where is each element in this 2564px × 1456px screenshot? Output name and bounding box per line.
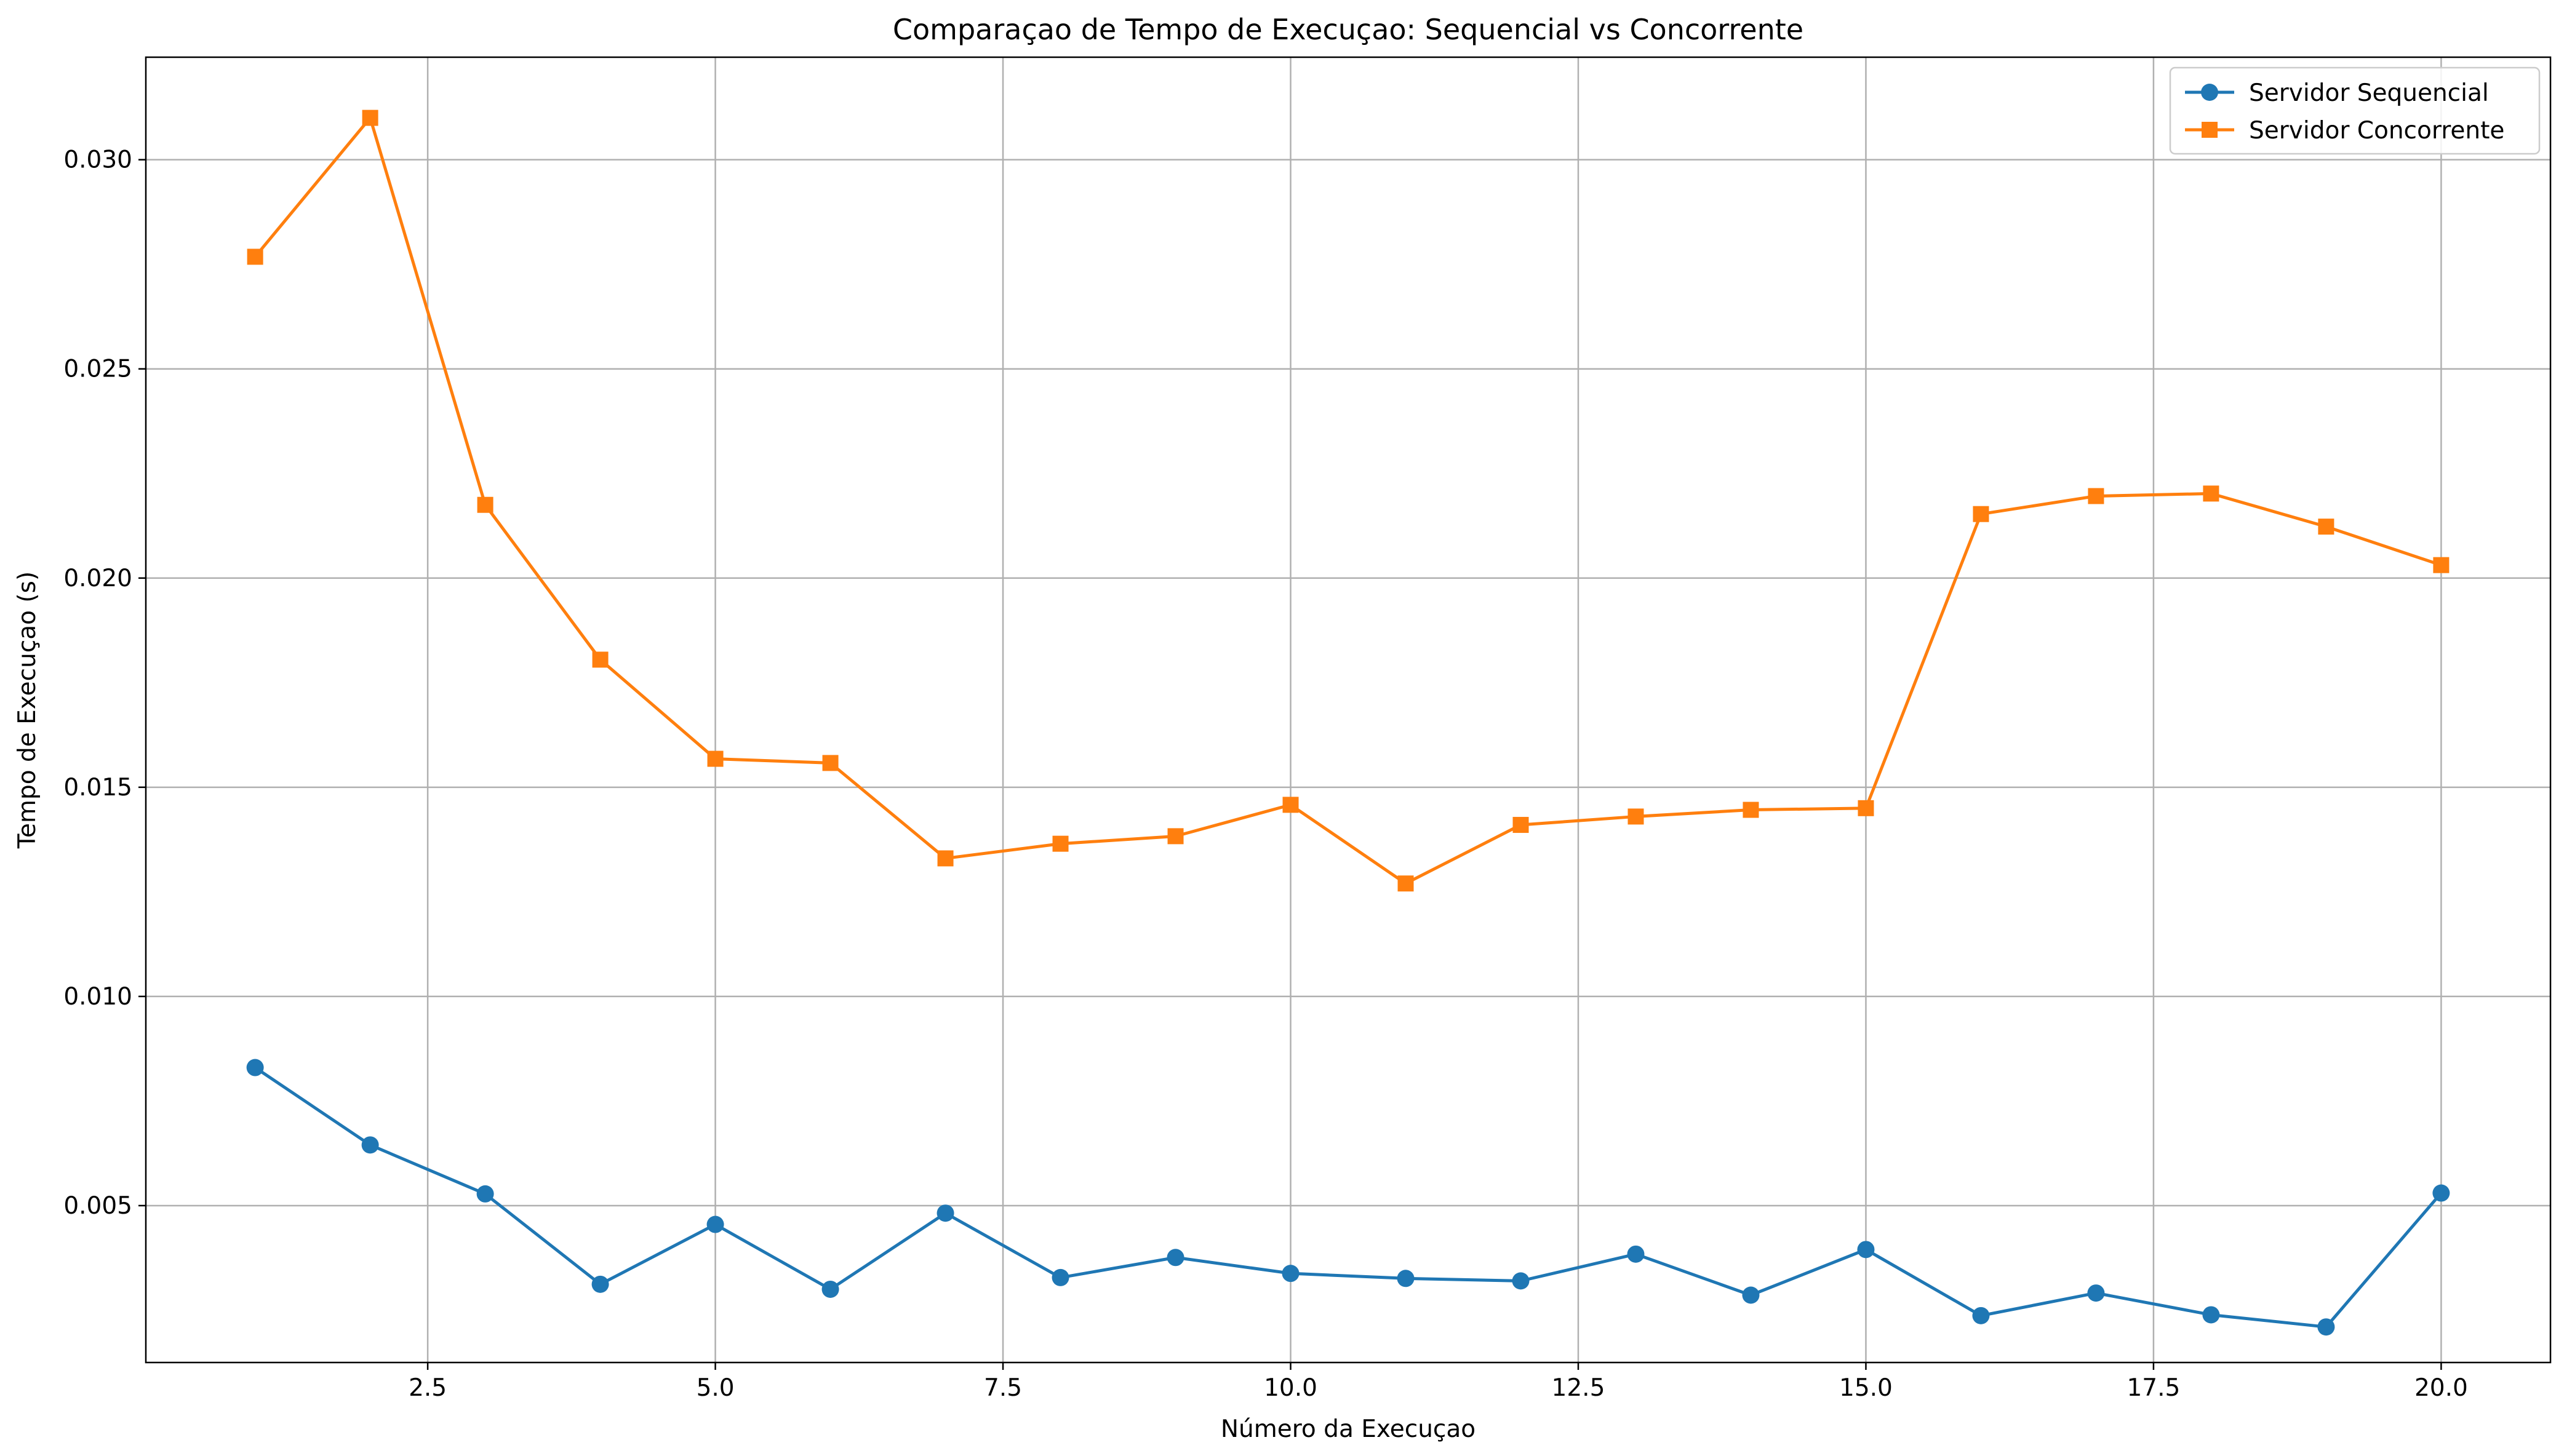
data-point [2432,1184,2450,1202]
series-servidor-concorrente [247,109,2450,892]
x-tick-label: 10.0 [1264,1374,1317,1402]
data-point [2088,488,2104,504]
data-point [2203,485,2219,502]
data-point [1167,1249,1184,1267]
data-point [591,1275,609,1293]
data-point [2433,557,2450,573]
chart-title: Comparaçao de Tempo de Execuçao: Sequenc… [893,13,1803,46]
x-tick-label: 12.5 [1552,1374,1605,1402]
plot-frame [145,56,2552,1364]
series-line [254,1066,2443,1329]
data-point [1857,1241,1875,1259]
data-point [477,496,493,513]
data-point [821,1280,839,1298]
data-point [1742,1286,1760,1304]
data-point [1282,1265,1300,1283]
data-point [1397,875,1414,892]
data-point [1973,506,1989,522]
data-point [246,1059,264,1076]
legend: Servidor Sequencial Servidor Concorrente [2169,66,2541,155]
x-axis-label: Número da Execuçao [1221,1415,1476,1443]
grid-lines [146,57,2550,1363]
data-point [247,249,263,265]
y-tick-label: 0.010 [63,983,132,1011]
data-point [822,755,839,771]
series-servidor-sequencial [246,1059,2450,1336]
series-layer [246,109,2450,1336]
x-tick-label: 15.0 [1839,1374,1893,1402]
data-point [361,1136,379,1154]
data-point [1282,797,1299,813]
y-tick-label: 0.015 [63,774,132,802]
data-point [1972,1307,1990,1324]
legend-marker [2201,84,2218,101]
data-point [937,850,954,867]
y-axis-label: Tempo de Execuçao (s) [14,571,41,849]
axis-ticks: 2.5 5.0 7.5 10.0 12.5 15.0 17.5 20.0 0.005 0.010 0… [63,146,2467,1402]
data-point [2318,519,2334,535]
x-tick-label: 20.0 [2414,1374,2468,1402]
data-point [707,750,724,767]
data-point [1052,835,1069,852]
data-point [2087,1284,2105,1302]
series-line [254,116,2442,885]
data-point [1397,1270,1415,1287]
data-point [1743,802,1759,818]
data-point [1627,808,1644,825]
legend-label: Servidor Sequencial [2249,79,2489,107]
legend-box [2169,66,2541,155]
data-point [362,109,378,126]
y-tick-label: 0.020 [63,565,132,592]
data-point [937,1204,954,1222]
data-point [2317,1318,2335,1336]
x-tick-label: 2.5 [409,1374,447,1402]
x-tick-label: 5.0 [697,1374,735,1402]
data-point [1858,800,1874,816]
data-point [1627,1245,1645,1263]
legend-label: Servidor Concorrente [2249,117,2504,145]
data-point [2202,1306,2220,1324]
y-tick-label: 0.005 [63,1192,132,1220]
data-point [592,651,609,668]
y-tick-label: 0.030 [63,146,132,174]
data-point [1512,1272,1530,1290]
data-point [1167,828,1184,845]
x-tick-label: 17.5 [2127,1374,2180,1402]
data-point [706,1215,724,1233]
y-tick-label: 0.025 [63,356,132,383]
data-point [476,1185,494,1203]
data-point [1052,1268,1069,1286]
data-point [1512,817,1529,833]
x-tick-label: 7.5 [984,1374,1022,1402]
legend-marker [2202,122,2218,138]
